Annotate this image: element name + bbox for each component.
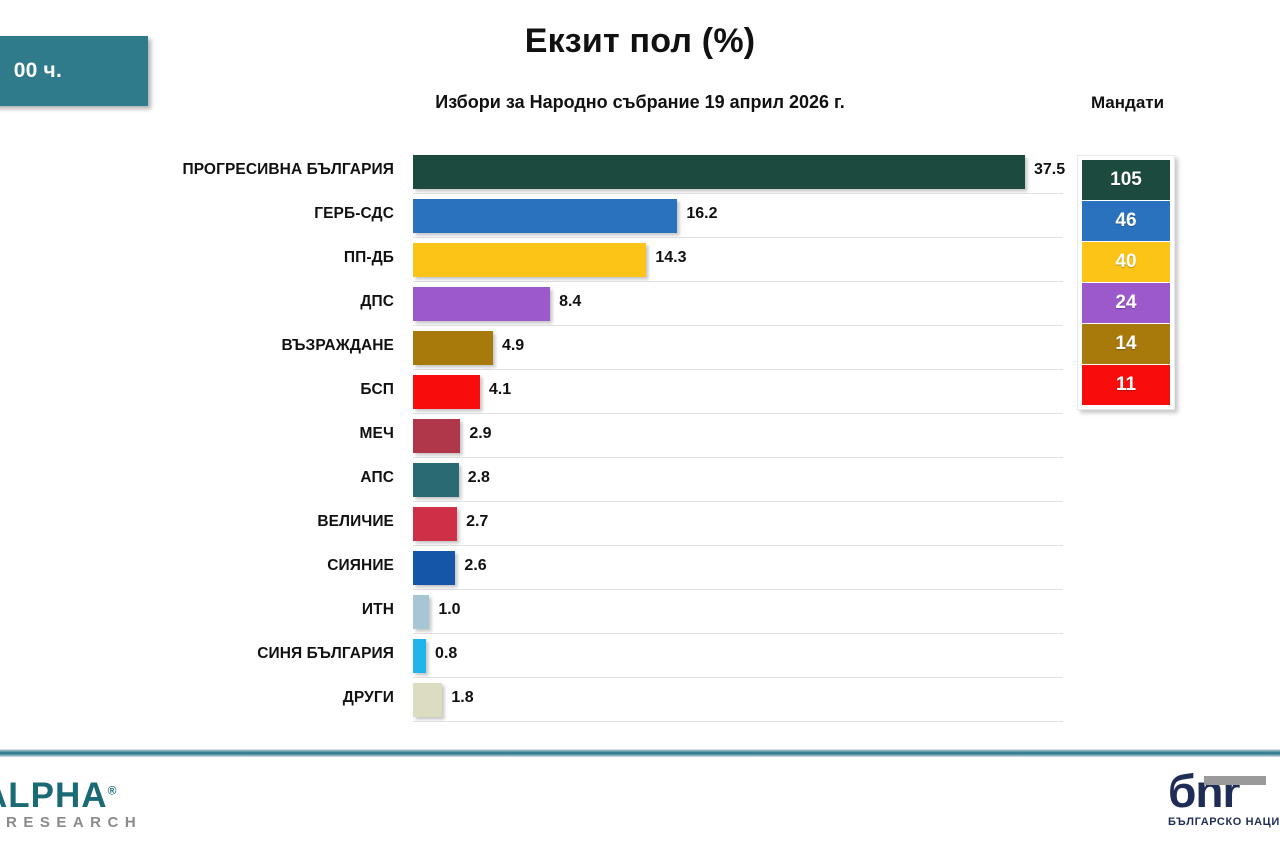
time-badge-label: 00 ч. xyxy=(13,59,62,82)
chart-row: АПС 2.8 xyxy=(0,458,1280,502)
party-label: ГЕРБ-СДС xyxy=(314,205,394,222)
party-label: ПП-ДБ xyxy=(343,249,394,266)
bar-value-label: 14.3 xyxy=(655,249,687,266)
chart-row: ГЕРБ-СДС 16.2 xyxy=(0,194,1280,238)
seat-count-cell: 40 xyxy=(1082,242,1170,282)
chart-row: ДПС 8.4 xyxy=(0,282,1280,326)
alpha-research-logo: ALPHA® RESEARCH xyxy=(0,778,182,831)
party-bar xyxy=(413,551,456,585)
party-label: АПС xyxy=(360,469,394,486)
chart-row: ПРОГРЕСИВНА БЪЛГАРИЯ 37.5 xyxy=(0,150,1280,194)
chart-row: ИТН 1.0 xyxy=(0,590,1280,634)
party-label: БСП xyxy=(360,381,394,398)
bar-value-label: 2.8 xyxy=(467,469,490,486)
chart-gridline xyxy=(413,677,1063,678)
party-bar xyxy=(413,375,480,409)
party-label: ПРОГРЕСИВНА БЪЛГАРИЯ xyxy=(182,161,394,178)
chart-gridline xyxy=(413,545,1063,546)
chart-gridline xyxy=(413,501,1063,502)
page-subtitle: Избори за Народно събрание 19 април 2026… xyxy=(435,92,845,112)
seat-count-cell: 11 xyxy=(1082,365,1170,405)
bar-value-label: 1.0 xyxy=(438,601,461,618)
chart-row: ПП-ДБ 14.3 xyxy=(0,238,1280,282)
chart-gridline xyxy=(413,413,1063,414)
party-label: ИТН xyxy=(361,601,394,618)
party-bar xyxy=(413,683,443,717)
seat-count-cell: 14 xyxy=(1082,324,1170,364)
chart-row: СИНЯ БЪЛГАРИЯ 0.8 xyxy=(0,634,1280,678)
party-bar xyxy=(413,507,458,541)
bnr-logo: бnr БЪЛГАРСКО НАЦИОН xyxy=(1168,765,1280,828)
chart-gridline xyxy=(413,237,1063,238)
bar-value-label: 4.9 xyxy=(501,337,525,354)
bnr-logo-subtext: БЪЛГАРСКО НАЦИОН xyxy=(1168,815,1280,828)
bar-value-label: 8.4 xyxy=(559,293,582,310)
seats-panel: 105 46 40 24 14 11 xyxy=(1077,155,1175,410)
chart-gridline xyxy=(413,193,1063,194)
bar-value-label: 1.8 xyxy=(451,689,474,706)
bar-value-label: 16.2 xyxy=(686,205,718,222)
chart-row: СИЯНИЕ 2.6 xyxy=(0,546,1280,590)
party-bar xyxy=(413,419,461,453)
bnr-logo-bar-icon xyxy=(1204,776,1266,785)
seat-count-cell: 46 xyxy=(1082,201,1170,241)
bar-value-label: 2.9 xyxy=(469,425,492,442)
seats-column-header: Мандати xyxy=(1090,93,1165,112)
bar-value-label: 2.7 xyxy=(466,513,489,530)
chart-gridline xyxy=(413,369,1063,370)
chart-row: МЕЧ 2.9 xyxy=(0,414,1280,458)
bar-chart-plot-area: ПРОГРЕСИВНА БЪЛГАРИЯ 37.5 ГЕРБ-СДС 16.2 ПП-Д… xyxy=(0,150,1280,728)
chart-row: БСП 4.1 xyxy=(0,370,1280,414)
alpha-logo-subtext: RESEARCH xyxy=(6,814,143,831)
bar-value-label: 0.8 xyxy=(435,645,458,662)
registered-trademark-icon: ® xyxy=(107,783,118,798)
party-bar xyxy=(413,595,430,629)
party-label: МЕЧ xyxy=(359,425,394,442)
alpha-logo-wordmark: ALPHA® xyxy=(0,778,182,813)
party-label: ДРУГИ xyxy=(342,689,394,706)
alpha-logo-text: ALPHA xyxy=(0,776,108,815)
bar-value-label: 2.6 xyxy=(464,557,487,574)
party-bar xyxy=(413,639,427,673)
chart-gridline xyxy=(413,325,1063,326)
party-label: ВЕЛИЧИЕ xyxy=(317,513,394,530)
chart-gridline xyxy=(413,589,1063,590)
footer-divider xyxy=(0,748,1280,758)
page-title: Екзит пол (%) xyxy=(524,22,756,60)
bar-value-label: 4.1 xyxy=(488,381,512,398)
party-bar xyxy=(413,155,1025,189)
seat-count-cell: 105 xyxy=(1082,160,1170,200)
chart-gridline xyxy=(413,457,1063,458)
party-label: СИНЯ БЪЛГАРИЯ xyxy=(257,645,394,662)
chart-gridline xyxy=(413,633,1063,634)
bar-value-label: 37.5 xyxy=(1034,161,1066,178)
exit-poll-time-badge: 00 ч. xyxy=(0,36,148,106)
party-bar xyxy=(413,243,647,277)
party-label: СИЯНИЕ xyxy=(327,557,394,574)
party-bar xyxy=(413,463,459,497)
chart-row: ДРУГИ 1.8 xyxy=(0,678,1280,722)
bnr-logo-wordmark: бnr xyxy=(1168,765,1240,817)
party-bar xyxy=(413,287,551,321)
party-label: ВЪЗРАЖДАНЕ xyxy=(281,337,394,354)
party-bar xyxy=(413,331,493,365)
party-label: ДПС xyxy=(360,293,394,310)
chart-gridline xyxy=(413,721,1063,722)
chart-row: ВЪЗРАЖДАНЕ 4.9 xyxy=(0,326,1280,370)
party-bar xyxy=(413,199,678,233)
chart-gridline xyxy=(413,281,1063,282)
seat-count-cell: 24 xyxy=(1082,283,1170,323)
chart-row: ВЕЛИЧИЕ 2.7 xyxy=(0,502,1280,546)
